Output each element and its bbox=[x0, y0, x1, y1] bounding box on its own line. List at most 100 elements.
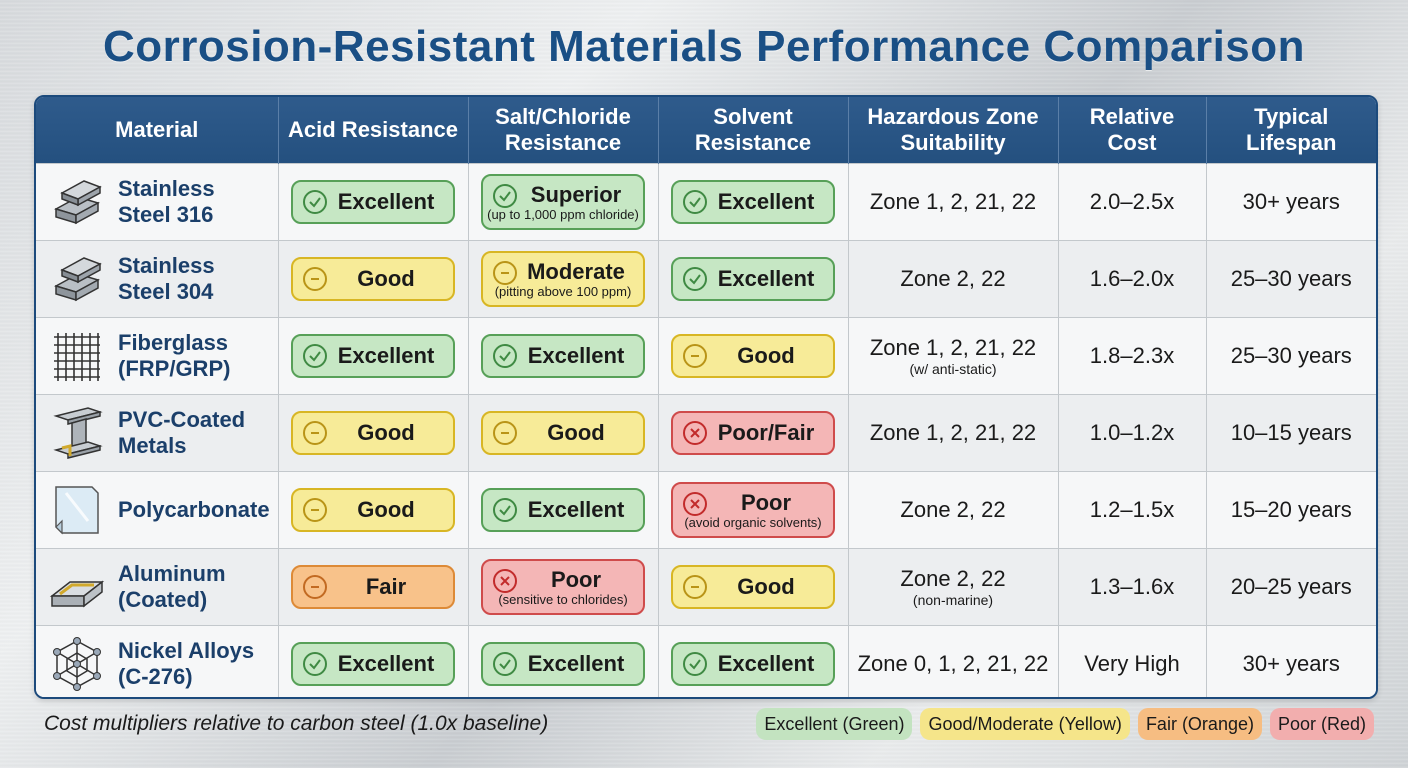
cell-lifespan: 20–25 years bbox=[1206, 548, 1376, 626]
minus-circle-icon bbox=[683, 575, 707, 599]
cell-acid: Good bbox=[278, 471, 469, 549]
cell-material: Fiberglass (FRP/GRP) bbox=[36, 317, 279, 395]
cell-acid: Excellent bbox=[278, 317, 469, 395]
rating-label: Excellent bbox=[527, 651, 625, 676]
minus-circle-icon bbox=[493, 421, 517, 445]
rating-label: Excellent bbox=[527, 343, 625, 368]
table-row: Stainless Steel 304 Good Moderate (pitting … bbox=[36, 240, 1376, 318]
rating-label: Excellent bbox=[717, 189, 815, 214]
lattice-icon bbox=[48, 635, 106, 693]
zone-text: Zone 1, 2, 21, 22 bbox=[869, 189, 1037, 214]
rating-label: Excellent bbox=[337, 189, 435, 214]
rating-badge: Good bbox=[291, 488, 455, 532]
minus-circle-icon bbox=[493, 261, 517, 285]
minus-circle-icon bbox=[683, 344, 707, 368]
clear-sheet-icon bbox=[48, 481, 106, 539]
rating-note: (up to 1,000 ppm chloride) bbox=[487, 206, 639, 222]
cell-cost: 1.0–1.2x bbox=[1058, 394, 1207, 472]
legend: Excellent (Green) Good/Moderate (Yellow)… bbox=[756, 708, 1374, 740]
rating-label: Good bbox=[547, 420, 605, 445]
cell-material: PVC-Coated Metals bbox=[36, 394, 279, 472]
rating-label: Good bbox=[357, 266, 415, 291]
material-name: Polycarbonate bbox=[118, 497, 270, 522]
header-acid-resistance: Acid Resistance bbox=[278, 97, 469, 164]
aluminum-bar-icon bbox=[48, 558, 106, 616]
cell-solvent: Poor (avoid organic solvents) bbox=[658, 471, 849, 549]
rating-badge: Excellent bbox=[291, 642, 455, 686]
rating-badge: Good bbox=[291, 257, 455, 301]
check-circle-icon bbox=[683, 652, 707, 676]
check-circle-icon bbox=[303, 652, 327, 676]
cell-acid: Good bbox=[278, 394, 469, 472]
cell-solvent: Excellent bbox=[658, 625, 849, 697]
cell-material: Aluminum (Coated) bbox=[36, 548, 279, 626]
check-circle-icon bbox=[303, 344, 327, 368]
cell-solvent: Good bbox=[658, 317, 849, 395]
zone-text: Zone 1, 2, 21, 22 bbox=[869, 420, 1037, 445]
material-name: Aluminum (Coated) bbox=[118, 561, 226, 612]
zone-note: (non-marine) bbox=[912, 592, 994, 608]
rating-label: Excellent bbox=[337, 343, 435, 368]
rating-badge: Excellent bbox=[481, 334, 645, 378]
table-header-row: Material Acid Resistance Salt/Chloride R… bbox=[36, 97, 1376, 164]
steel-plate-icon bbox=[48, 250, 106, 308]
header-typical-lifespan: Typical Lifespan bbox=[1206, 97, 1376, 164]
cell-zone: Zone 2, 22 (non-marine) bbox=[848, 548, 1059, 626]
cell-zone: Zone 1, 2, 21, 22 (w/ anti-static) bbox=[848, 317, 1059, 395]
table-row: PVC-Coated Metals Good Good Poor/Fair Zone 1… bbox=[36, 394, 1376, 472]
cell-cost: 1.6–2.0x bbox=[1058, 240, 1207, 318]
cell-zone: Zone 2, 22 bbox=[848, 471, 1059, 549]
rating-label: Superior bbox=[530, 181, 622, 207]
cell-salt: Excellent bbox=[468, 471, 659, 549]
table-row: Polycarbonate Good Excellent Poor (avoid org… bbox=[36, 471, 1376, 549]
rating-badge: Moderate (pitting above 100 ppm) bbox=[481, 251, 645, 307]
rating-badge: Poor/Fair bbox=[671, 411, 835, 455]
cell-lifespan: 30+ years bbox=[1206, 163, 1376, 241]
legend-yellow: Good/Moderate (Yellow) bbox=[920, 708, 1130, 740]
table-row: Fiberglass (FRP/GRP) Excellent Excellent Go… bbox=[36, 317, 1376, 395]
rating-badge: Poor (sensitive to chlorides) bbox=[481, 559, 645, 615]
cell-cost: 2.0–2.5x bbox=[1058, 163, 1207, 241]
rating-badge: Fair bbox=[291, 565, 455, 609]
cell-zone: Zone 1, 2, 21, 22 bbox=[848, 163, 1059, 241]
cell-salt: Moderate (pitting above 100 ppm) bbox=[468, 240, 659, 318]
minus-circle-icon bbox=[303, 421, 327, 445]
rating-label: Good bbox=[737, 343, 795, 368]
rating-badge: Excellent bbox=[671, 257, 835, 301]
rating-badge: Good bbox=[481, 411, 645, 455]
header-hazardous-zone: Hazardous Zone Suitability bbox=[848, 97, 1059, 164]
header-solvent-resistance: Solvent Resistance bbox=[658, 97, 849, 164]
cell-lifespan: 25–30 years bbox=[1206, 317, 1376, 395]
check-circle-icon bbox=[303, 190, 327, 214]
cell-zone: Zone 0, 1, 2, 21, 22 bbox=[848, 625, 1059, 697]
table-row: Stainless Steel 316 Excellent Superior (up … bbox=[36, 163, 1376, 241]
rating-note: (pitting above 100 ppm) bbox=[494, 283, 632, 299]
rating-badge: Excellent bbox=[481, 488, 645, 532]
rating-badge: Excellent bbox=[291, 334, 455, 378]
cell-cost: 1.2–1.5x bbox=[1058, 471, 1207, 549]
legend-orange: Fair (Orange) bbox=[1137, 708, 1262, 740]
zone-text: Zone 2, 22 bbox=[900, 566, 1006, 591]
header-material: Material bbox=[36, 97, 279, 164]
cell-cost: Very High bbox=[1058, 625, 1207, 697]
legend-red: Poor (Red) bbox=[1269, 708, 1374, 740]
cell-acid: Good bbox=[278, 240, 469, 318]
cell-solvent: Excellent bbox=[658, 163, 849, 241]
material-name: Stainless Steel 304 bbox=[118, 253, 215, 304]
cell-material: Stainless Steel 316 bbox=[36, 163, 279, 241]
cell-material: Stainless Steel 304 bbox=[36, 240, 279, 318]
cell-cost: 1.8–2.3x bbox=[1058, 317, 1207, 395]
comparison-table: Material Acid Resistance Salt/Chloride R… bbox=[34, 95, 1378, 699]
rating-badge: Excellent bbox=[291, 180, 455, 224]
header-relative-cost: Relative Cost bbox=[1058, 97, 1207, 164]
cell-solvent: Excellent bbox=[658, 240, 849, 318]
rating-label: Poor bbox=[550, 566, 602, 592]
legend-green: Excellent (Green) bbox=[756, 708, 913, 740]
i-beam-icon bbox=[48, 404, 106, 462]
zone-text: Zone 2, 22 bbox=[900, 497, 1006, 522]
cell-material: Polycarbonate bbox=[36, 471, 279, 549]
zone-text: Zone 2, 22 bbox=[900, 266, 1006, 291]
x-circle-icon bbox=[683, 421, 707, 445]
minus-circle-icon bbox=[303, 575, 327, 599]
cell-zone: Zone 1, 2, 21, 22 bbox=[848, 394, 1059, 472]
